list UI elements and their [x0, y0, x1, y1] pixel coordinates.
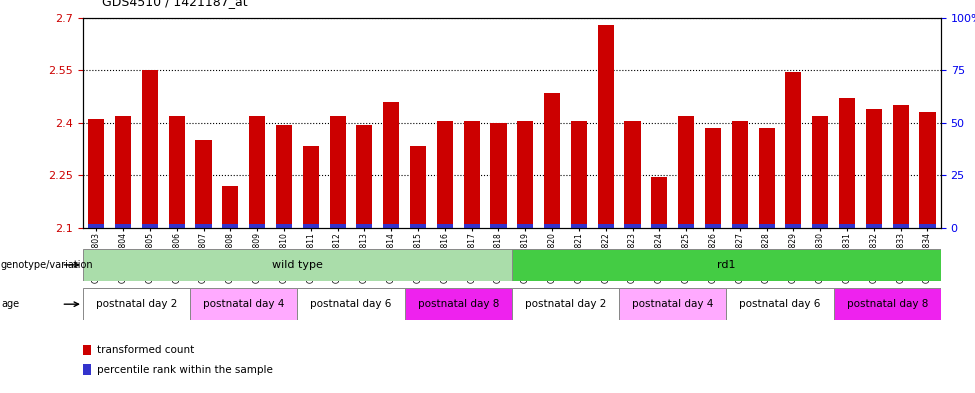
- Bar: [405, 288, 512, 320]
- Bar: [919, 224, 936, 228]
- Bar: [919, 112, 936, 228]
- Bar: [356, 224, 372, 228]
- Bar: [195, 224, 212, 228]
- Text: age: age: [1, 299, 20, 309]
- Bar: [705, 128, 722, 228]
- Bar: [838, 224, 855, 228]
- Bar: [490, 123, 507, 228]
- Bar: [83, 288, 190, 320]
- Bar: [356, 125, 372, 228]
- Bar: [866, 109, 882, 228]
- Bar: [517, 121, 533, 228]
- Bar: [570, 121, 587, 228]
- Bar: [410, 224, 426, 228]
- Text: postnatal day 6: postnatal day 6: [739, 299, 821, 309]
- Bar: [142, 70, 158, 228]
- Bar: [195, 140, 212, 228]
- Bar: [464, 121, 480, 228]
- Bar: [169, 224, 185, 228]
- Bar: [330, 224, 345, 228]
- Bar: [759, 128, 775, 228]
- Bar: [437, 224, 452, 228]
- Bar: [786, 224, 801, 228]
- Bar: [866, 224, 882, 228]
- Text: genotype/variation: genotype/variation: [1, 260, 94, 270]
- Bar: [190, 288, 297, 320]
- Bar: [812, 116, 829, 228]
- Bar: [544, 224, 560, 228]
- Bar: [679, 116, 694, 228]
- Bar: [250, 116, 265, 228]
- Bar: [383, 224, 399, 228]
- Bar: [624, 224, 641, 228]
- Bar: [512, 288, 619, 320]
- Text: postnatal day 8: postnatal day 8: [417, 299, 499, 309]
- Text: postnatal day 4: postnatal day 4: [203, 299, 285, 309]
- Bar: [834, 288, 941, 320]
- Bar: [624, 121, 641, 228]
- Text: postnatal day 4: postnatal day 4: [632, 299, 714, 309]
- Bar: [598, 224, 614, 228]
- Bar: [115, 224, 131, 228]
- Bar: [383, 102, 399, 228]
- Bar: [276, 224, 292, 228]
- Bar: [276, 125, 292, 228]
- Text: rd1: rd1: [718, 260, 735, 270]
- Bar: [330, 116, 345, 228]
- Bar: [83, 364, 92, 375]
- Text: postnatal day 2: postnatal day 2: [96, 299, 177, 309]
- Bar: [83, 345, 92, 355]
- Bar: [302, 145, 319, 228]
- Bar: [598, 25, 614, 228]
- Bar: [222, 186, 238, 228]
- Bar: [115, 116, 131, 228]
- Text: postnatal day 8: postnatal day 8: [846, 299, 928, 309]
- Bar: [410, 145, 426, 228]
- Bar: [705, 224, 722, 228]
- Bar: [517, 224, 533, 228]
- Bar: [169, 116, 185, 228]
- Bar: [222, 224, 238, 228]
- Bar: [838, 98, 855, 228]
- Bar: [490, 224, 507, 228]
- Bar: [250, 224, 265, 228]
- Text: postnatal day 2: postnatal day 2: [525, 299, 606, 309]
- Text: percentile rank within the sample: percentile rank within the sample: [97, 365, 272, 375]
- Bar: [893, 224, 909, 228]
- Text: GDS4510 / 1421187_at: GDS4510 / 1421187_at: [102, 0, 248, 8]
- Text: transformed count: transformed count: [97, 345, 194, 355]
- Bar: [544, 93, 560, 228]
- Bar: [679, 224, 694, 228]
- Bar: [297, 288, 405, 320]
- Bar: [570, 224, 587, 228]
- Bar: [512, 249, 941, 281]
- Bar: [759, 224, 775, 228]
- Bar: [619, 288, 726, 320]
- Bar: [437, 121, 452, 228]
- Bar: [83, 249, 512, 281]
- Bar: [88, 119, 104, 228]
- Bar: [464, 224, 480, 228]
- Bar: [142, 224, 158, 228]
- Text: wild type: wild type: [272, 260, 323, 270]
- Bar: [88, 224, 104, 228]
- Bar: [651, 177, 667, 228]
- Bar: [726, 288, 834, 320]
- Bar: [731, 121, 748, 228]
- Bar: [893, 105, 909, 228]
- Bar: [651, 224, 667, 228]
- Text: postnatal day 6: postnatal day 6: [310, 299, 392, 309]
- Bar: [302, 224, 319, 228]
- Bar: [731, 224, 748, 228]
- Bar: [786, 72, 801, 228]
- Bar: [812, 224, 829, 228]
